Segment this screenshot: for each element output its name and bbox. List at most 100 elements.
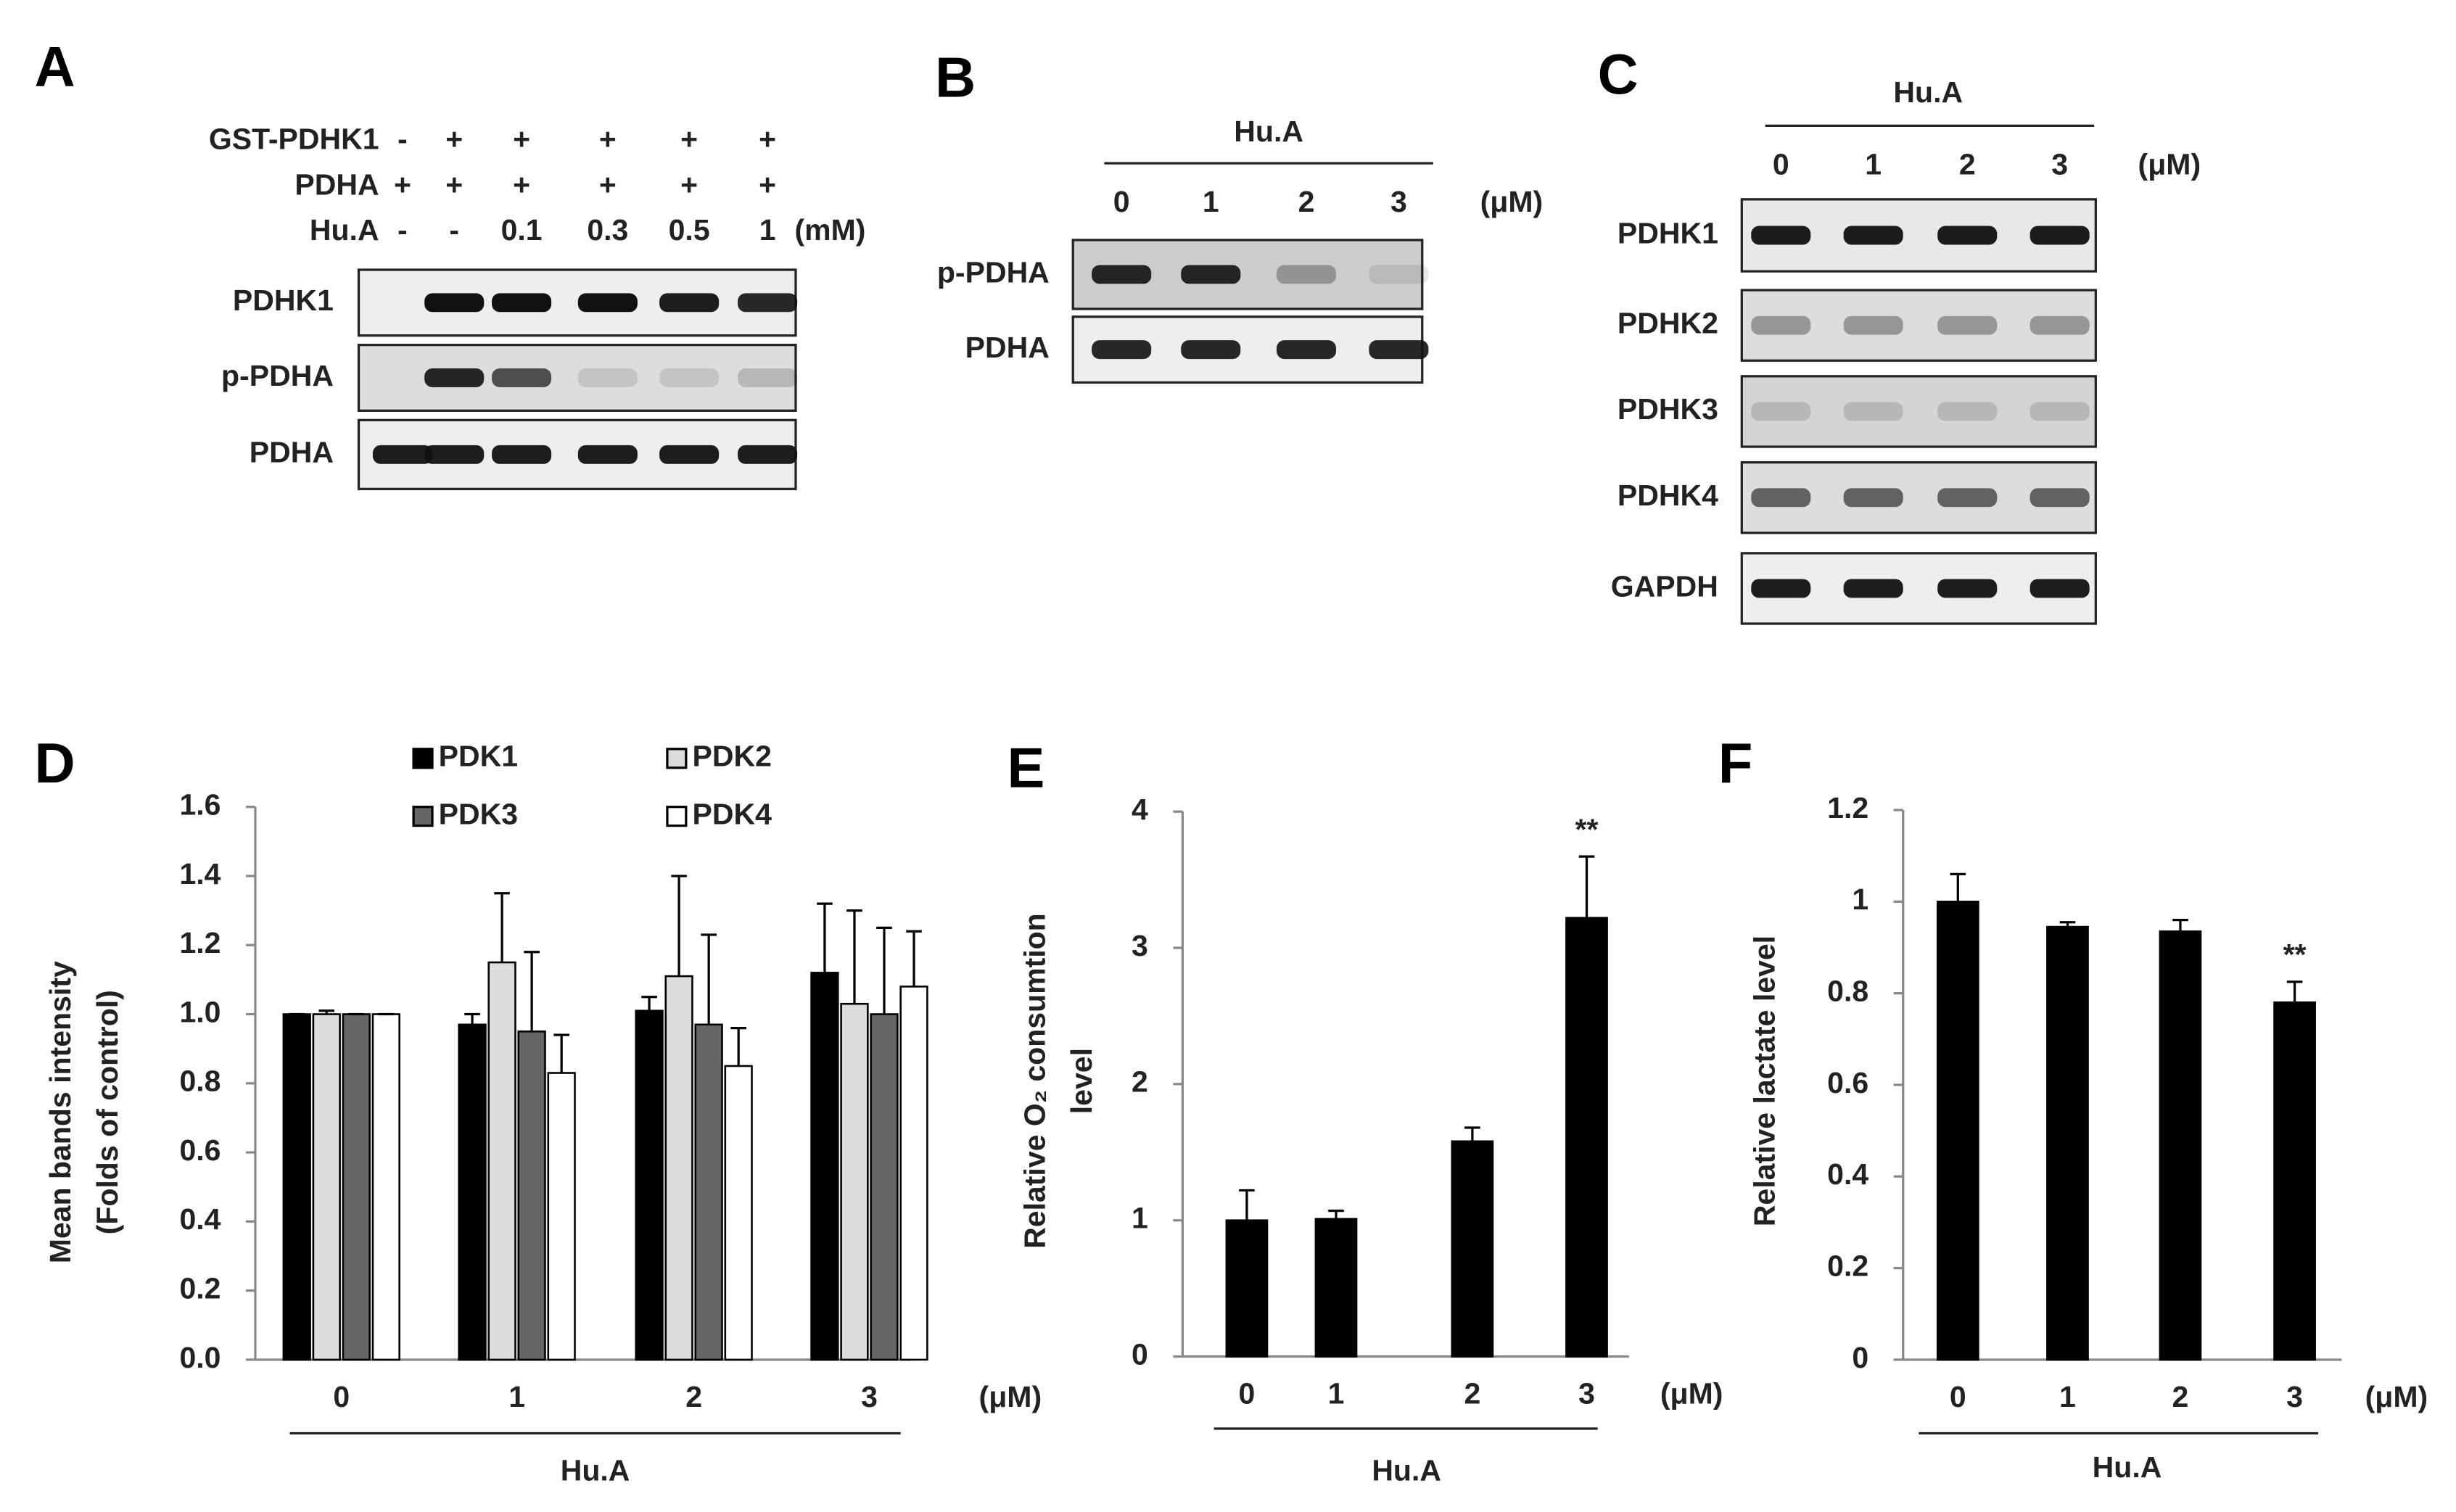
error-bar [906, 930, 922, 987]
x-axis-label: Hu.A [2093, 1450, 2162, 1484]
y-tick-label: 1.0 [179, 995, 221, 1028]
error-bar [553, 1033, 569, 1073]
error-bar [318, 1009, 335, 1015]
blot-band [1092, 265, 1152, 284]
error-bar [817, 902, 833, 973]
bar [840, 1002, 869, 1361]
lane-label: + [680, 123, 698, 156]
blot-band [659, 368, 720, 387]
x-axis-label: Hu.A [1372, 1453, 1441, 1487]
panel-label: F [1718, 732, 1752, 795]
x-tick-label: 3 [1578, 1376, 1595, 1410]
blot-label: GAPDH [1611, 569, 1718, 603]
x-tick-label: 1 [1328, 1376, 1345, 1410]
blot-label: p-PDHA [937, 255, 1050, 289]
blot-band [2030, 315, 2090, 335]
bar [870, 1013, 899, 1361]
blot-band [2030, 402, 2090, 421]
y-tick-label: 0.0 [179, 1341, 221, 1374]
lane-label: + [513, 123, 530, 156]
lane-label: - [397, 123, 408, 156]
lane-label: 0.3 [587, 213, 628, 247]
error-bar [524, 951, 540, 1032]
unit-label: (μM) [1480, 185, 1544, 218]
row-label: Hu.A [310, 213, 379, 247]
x-tick-label: 0 [333, 1380, 350, 1413]
lane-label: 0.1 [501, 213, 543, 247]
blot-label: PDHA [965, 331, 1050, 364]
legend-swatch [412, 748, 434, 769]
legend-label: PDK3 [439, 797, 518, 830]
x-tick-label: 2 [685, 1380, 702, 1413]
error-bar [1328, 1210, 1344, 1219]
panel-label: B [935, 46, 976, 109]
blot-band [738, 368, 798, 387]
blot-label: PDHK1 [233, 284, 334, 317]
blot-frame [1740, 289, 2097, 362]
error-bar [1578, 855, 1595, 918]
bar [664, 975, 693, 1361]
legend-swatch [412, 806, 434, 827]
y-tick-label: 0.2 [179, 1272, 221, 1305]
y-tick-label: 3 [1132, 929, 1148, 962]
blot-label: PDHK3 [1618, 392, 1718, 426]
bar [458, 1023, 487, 1361]
blot-band [1937, 226, 1998, 245]
lane-label: 0 [1773, 147, 1789, 181]
y-tick-label: 1 [1132, 1202, 1148, 1235]
blot-band [1276, 265, 1337, 284]
blot-band [492, 445, 552, 464]
error-bar [671, 875, 687, 977]
bar [547, 1072, 576, 1361]
x-tick-label: 0 [1950, 1380, 1966, 1413]
lane-label: + [394, 168, 411, 201]
y-tick-label: 0.2 [1827, 1249, 1868, 1282]
bar [899, 986, 928, 1361]
blot-band [2030, 226, 2090, 245]
blot-band [659, 445, 720, 464]
y-tick-label: 0.4 [1827, 1157, 1868, 1191]
error-bar [730, 1026, 746, 1067]
lane-label: 1 [1865, 147, 1882, 181]
lane-label: + [599, 168, 617, 201]
lane-label: + [445, 168, 463, 201]
blot-band [659, 293, 720, 313]
lane-label: 3 [2051, 147, 2068, 181]
lane-label: 1 [759, 213, 776, 247]
bar [635, 1009, 664, 1361]
lane-label: 1 [1203, 185, 1219, 218]
blot-label: PDHK1 [1618, 216, 1718, 249]
lane-label: + [759, 168, 776, 201]
panel-label: D [35, 732, 75, 795]
blot-frame [357, 344, 797, 412]
significance: ** [2283, 938, 2307, 971]
y-tick-label: 1.6 [179, 788, 221, 822]
lane-label: 2 [1959, 147, 1976, 181]
y-tick-label: 1 [1852, 883, 1868, 916]
blot-band [577, 368, 638, 387]
y-tick-label: 0.4 [179, 1202, 221, 1236]
blot-band [577, 445, 638, 464]
y-tick-label: 0 [1852, 1341, 1868, 1374]
bar [487, 961, 516, 1361]
y-tick-label: 1.4 [179, 857, 221, 891]
blot-band [1843, 488, 1903, 508]
x-tick-label: 2 [2172, 1380, 2189, 1413]
bar [282, 1013, 311, 1361]
blot-band [1751, 402, 1811, 421]
blot-band [2030, 579, 2090, 598]
lane-label: + [759, 123, 776, 156]
blot-band [424, 368, 485, 387]
error-bar [464, 1012, 480, 1025]
blot-band [492, 293, 552, 313]
x-axis-label: Hu.A [561, 1453, 630, 1487]
lane-label: 2 [1298, 185, 1315, 218]
blot-band [1751, 488, 1811, 508]
blot-band [492, 368, 552, 387]
panel-label: C [1598, 44, 1639, 106]
panel-label: E [1007, 738, 1045, 800]
bar [724, 1065, 753, 1361]
x-tick-label: 0 [1239, 1376, 1256, 1410]
